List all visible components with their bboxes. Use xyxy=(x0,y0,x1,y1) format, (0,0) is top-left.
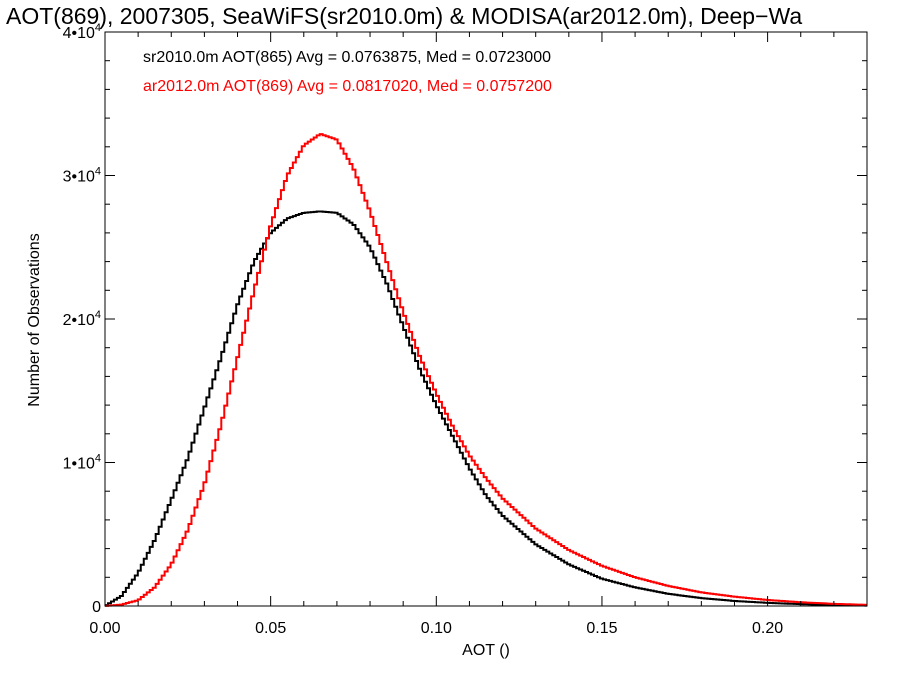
x-tick-label: 0.05 xyxy=(255,620,286,637)
series-line-sr2010 xyxy=(105,210,867,607)
y-tick-label: 3•104 xyxy=(63,166,101,186)
y-axis-label: Number of Observations xyxy=(26,233,43,406)
y-tick-label: 2•104 xyxy=(63,309,101,329)
y-tick-label: 0 xyxy=(92,599,101,616)
series-line-ar2012 xyxy=(105,133,867,607)
x-tick-label: 0.20 xyxy=(752,620,783,637)
x-axis-label: AOT () xyxy=(462,642,510,659)
y-tick-label: 1•104 xyxy=(63,453,101,473)
x-tick-label: 0.15 xyxy=(586,620,617,637)
legend-entry-ar2012: ar2012.0m AOT(869) Avg = 0.0817020, Med … xyxy=(143,78,552,95)
y-tick-label: 4•104 xyxy=(63,22,101,42)
series-layer xyxy=(105,133,867,607)
x-tick-label: 0.00 xyxy=(89,620,120,637)
ticks-layer: 0.00 0.05 0.10 0.15 0.20 0 1•104 2•104 3•104 4•10… xyxy=(63,22,867,637)
x-tick-label: 0.10 xyxy=(421,620,452,637)
chart-title: AOT(869), 2007305, SeaWiFS(sr2010.0m) & … xyxy=(6,3,802,29)
legend-entry-sr2010: sr2010.0m AOT(865) Avg = 0.0763875, Med … xyxy=(143,49,551,66)
plot-frame xyxy=(104,31,868,607)
